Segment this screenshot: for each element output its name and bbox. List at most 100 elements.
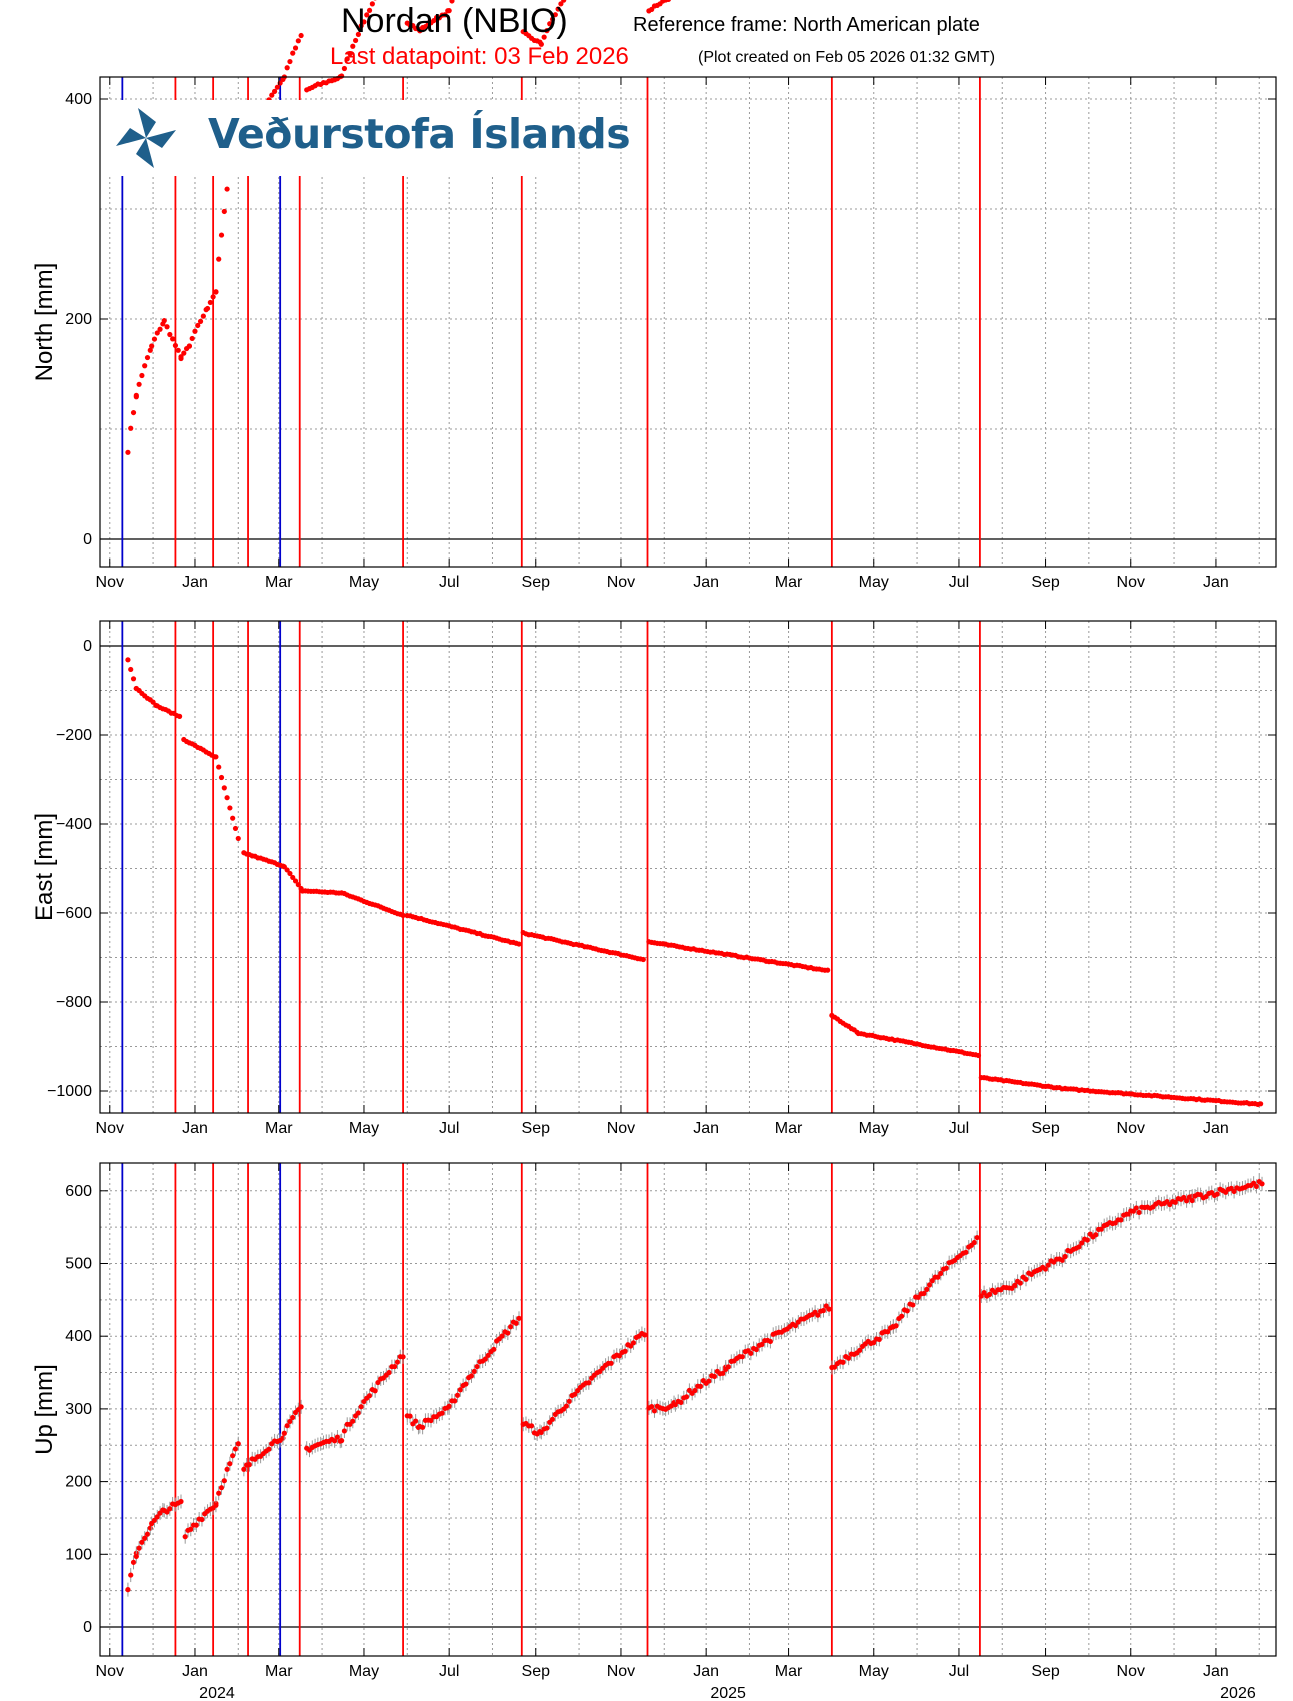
data-point [366, 1393, 373, 1399]
plot-frame [99, 620, 1277, 1114]
data-point [221, 208, 227, 215]
data-point [128, 425, 134, 431]
data-point [167, 331, 173, 338]
data-point [207, 299, 213, 306]
data-point [287, 1418, 293, 1425]
data-point [164, 324, 170, 330]
data-point [857, 1347, 863, 1353]
data-point [739, 1354, 746, 1360]
x-tick-label: May [349, 574, 379, 591]
data-point [133, 1553, 139, 1559]
data-point [608, 1360, 614, 1366]
data-point [178, 355, 184, 362]
data-point [904, 1308, 910, 1314]
y-tick-label: 0 [83, 1619, 92, 1636]
data-point [439, 1410, 445, 1416]
data-point [1012, 1282, 1018, 1288]
data-point [295, 38, 301, 44]
data-point [893, 1323, 899, 1329]
data-point [413, 1418, 419, 1424]
data-point [697, 1383, 704, 1389]
y-axis-label: East [mm] [31, 813, 58, 921]
data-point [341, 65, 348, 72]
data-point [246, 1462, 253, 1468]
plot-frame [99, 1162, 1277, 1657]
data-point [125, 1587, 131, 1593]
data-point [224, 795, 230, 801]
data-point [195, 322, 201, 329]
data-point [678, 1399, 684, 1405]
data-point [815, 1312, 821, 1318]
data-point [1231, 1188, 1237, 1195]
data-point [558, 1, 564, 7]
data-point [987, 1291, 993, 1297]
data-point [963, 1249, 969, 1255]
chart-panel: 0200400600800NovJanMarMayJulSepNovJanMar… [31, 0, 1277, 591]
data-point [139, 372, 145, 379]
data-point [651, 1408, 658, 1414]
data-point [825, 967, 831, 973]
data-point [971, 1239, 977, 1246]
data-point [630, 1340, 637, 1346]
data-point [274, 84, 280, 90]
data-point [753, 1346, 760, 1353]
data-point [361, 19, 367, 25]
data-point [1062, 1253, 1068, 1260]
x-tick-label: May [859, 1120, 889, 1137]
data-point [125, 449, 131, 455]
data-point [549, 16, 556, 22]
data-point [230, 1453, 236, 1459]
data-point [929, 1278, 936, 1284]
data-point [491, 1346, 497, 1352]
x-tick-label: Nov [96, 574, 124, 591]
data-point [485, 1352, 491, 1358]
x-tick-label: Mar [775, 1663, 803, 1680]
x-tick-label: Jan [1203, 1663, 1229, 1680]
data-point [1189, 1197, 1195, 1204]
data-point [516, 941, 522, 947]
data-point [287, 870, 293, 877]
data-point [471, 1368, 477, 1374]
data-point [151, 336, 158, 342]
data-point [355, 31, 361, 37]
data-point [154, 1514, 160, 1520]
data-point [221, 785, 227, 791]
data-point [216, 1490, 222, 1496]
data-point [271, 88, 278, 94]
x-tick-label: Jan [1203, 1120, 1229, 1137]
data-point [528, 1423, 535, 1429]
data-point [840, 1359, 846, 1365]
data-point [792, 1323, 799, 1329]
data-point [157, 326, 163, 332]
data-point [927, 1282, 933, 1288]
plot-frame [99, 76, 1277, 568]
x-tick-label: Sep [1031, 1120, 1060, 1137]
data-point [572, 1391, 578, 1397]
data-point [684, 1394, 690, 1400]
data-point [218, 774, 225, 781]
data-point [622, 1348, 628, 1354]
data-point [290, 1414, 296, 1421]
data-point [549, 1416, 556, 1422]
data-point [224, 186, 230, 192]
data-point [748, 1350, 754, 1356]
data-point [175, 347, 181, 353]
data-point [130, 1559, 137, 1565]
data-point [144, 354, 151, 361]
data-point [350, 1418, 356, 1424]
y-tick-label: 400 [65, 91, 92, 108]
data-point [720, 1370, 726, 1376]
data-point [1079, 1240, 1085, 1246]
data-point [1184, 1198, 1190, 1204]
data-point [692, 1387, 698, 1394]
x-tick-label: Jan [693, 574, 719, 591]
data-point [924, 1286, 930, 1292]
data-point [284, 65, 290, 71]
data-point [846, 1355, 852, 1361]
data-point [350, 43, 356, 49]
data-point [1084, 1237, 1091, 1243]
x-year-label: 2025 [710, 1685, 746, 1701]
data-point [400, 912, 406, 918]
data-point [706, 1378, 712, 1384]
data-point [513, 1320, 519, 1326]
